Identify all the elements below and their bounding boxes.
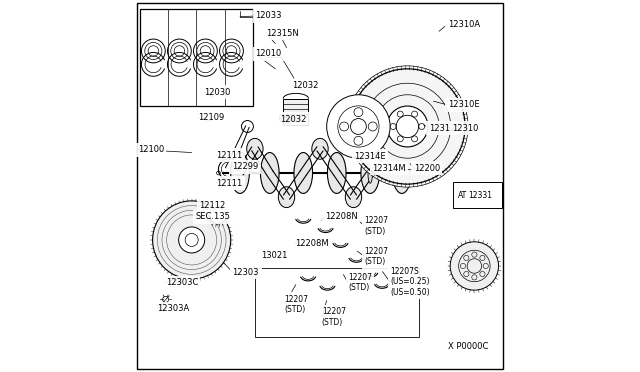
Text: 12207
(STD): 12207 (STD) — [322, 307, 346, 327]
Text: 12208N: 12208N — [325, 212, 358, 221]
Circle shape — [347, 66, 468, 187]
Circle shape — [218, 159, 239, 180]
Circle shape — [326, 95, 390, 158]
Text: AT: AT — [458, 191, 467, 200]
Text: 12207S
(US=0.25)
(US=0.50): 12207S (US=0.25) (US=0.50) — [390, 267, 429, 297]
Circle shape — [387, 106, 428, 147]
Bar — [255, 268, 419, 337]
Text: 12207
(STD): 12207 (STD) — [365, 216, 388, 235]
Ellipse shape — [346, 187, 362, 208]
Text: 12310: 12310 — [452, 124, 479, 133]
Bar — [283, 99, 308, 125]
Ellipse shape — [385, 163, 389, 183]
Text: 12032: 12032 — [292, 81, 319, 90]
Text: 12030: 12030 — [204, 88, 230, 97]
Text: 12010: 12010 — [255, 49, 282, 58]
Ellipse shape — [328, 153, 346, 193]
Text: 12303: 12303 — [232, 268, 259, 277]
Circle shape — [450, 242, 499, 290]
Text: 12112: 12112 — [199, 201, 225, 210]
Text: 12208M: 12208M — [294, 239, 328, 248]
Ellipse shape — [368, 163, 372, 183]
Text: 12303C: 12303C — [166, 278, 198, 287]
Text: 12310A: 12310A — [447, 20, 480, 29]
Circle shape — [179, 227, 205, 253]
Text: 12207
(STD): 12207 (STD) — [285, 295, 308, 314]
Ellipse shape — [294, 153, 312, 193]
Bar — [453, 182, 502, 208]
Text: 12111: 12111 — [216, 179, 243, 187]
Text: 12310E: 12310E — [447, 100, 479, 109]
Circle shape — [241, 121, 253, 132]
Ellipse shape — [260, 153, 279, 193]
Text: 12315N: 12315N — [266, 29, 299, 38]
Text: 12109: 12109 — [198, 113, 224, 122]
Bar — [140, 9, 253, 106]
Text: 12312: 12312 — [429, 124, 456, 133]
Text: 12032: 12032 — [280, 115, 307, 124]
Ellipse shape — [361, 153, 380, 193]
Text: 12033: 12033 — [255, 12, 282, 20]
Text: 12111: 12111 — [216, 151, 243, 160]
Ellipse shape — [392, 153, 411, 193]
Text: 12200: 12200 — [413, 164, 440, 173]
Circle shape — [349, 69, 465, 184]
Text: X P0000C: X P0000C — [449, 342, 489, 351]
Text: 12207
(STD): 12207 (STD) — [365, 247, 388, 266]
Circle shape — [152, 201, 231, 279]
Text: SEC.135: SEC.135 — [195, 212, 230, 221]
Circle shape — [209, 208, 226, 224]
Text: 13021: 13021 — [261, 251, 287, 260]
Text: 12207
(STD): 12207 (STD) — [348, 273, 372, 292]
Text: 12331: 12331 — [468, 191, 492, 200]
Ellipse shape — [278, 187, 294, 208]
Ellipse shape — [312, 138, 328, 159]
Ellipse shape — [230, 153, 250, 193]
Text: 12314E: 12314E — [354, 152, 386, 161]
Text: 12299: 12299 — [232, 162, 258, 171]
Text: 12314M: 12314M — [372, 164, 406, 173]
Text: 12100: 12100 — [138, 145, 164, 154]
Ellipse shape — [246, 138, 263, 159]
Text: 12303A: 12303A — [157, 304, 189, 313]
